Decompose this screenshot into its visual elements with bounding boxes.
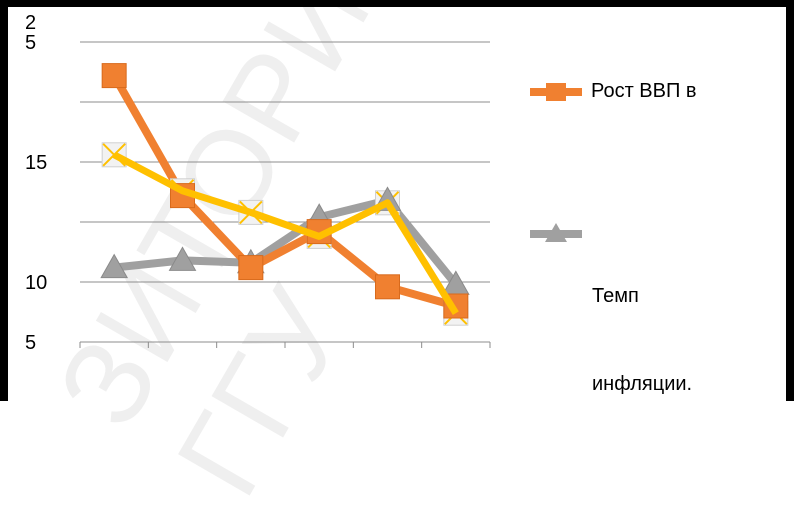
marker-s1-0 xyxy=(100,253,129,279)
marker-s0-0 xyxy=(101,63,127,89)
marker-s0-4 xyxy=(375,274,400,300)
legend-label-inflation-1: Темп xyxy=(592,285,639,307)
marker-s1-1 xyxy=(168,246,197,271)
x-axis xyxy=(79,341,491,348)
chart-frame xyxy=(0,0,794,401)
series-line-2 xyxy=(112,151,459,316)
series-markers xyxy=(100,63,470,326)
series-line-0 xyxy=(110,73,457,310)
legend-marker-inflation xyxy=(545,223,567,242)
legend-markers xyxy=(530,83,582,242)
legend-marker-gdp xyxy=(546,83,566,101)
y-tick-label-5: 5 xyxy=(25,332,36,354)
series-lines xyxy=(110,73,459,310)
series-line-1 xyxy=(113,196,459,287)
line-chart: 2 5 15 10 5 xyxy=(25,12,582,354)
y-tick-label-4: 10 xyxy=(25,272,47,294)
y-axis-tick-labels: 2 5 15 10 5 xyxy=(25,12,47,354)
marker-s0-2 xyxy=(238,255,264,281)
y-tick-label-2: 15 xyxy=(25,152,47,174)
legend-label-inflation-2: инфляции. xyxy=(592,373,693,395)
legend-label-gdp: Рост ВВП в xyxy=(591,80,697,102)
